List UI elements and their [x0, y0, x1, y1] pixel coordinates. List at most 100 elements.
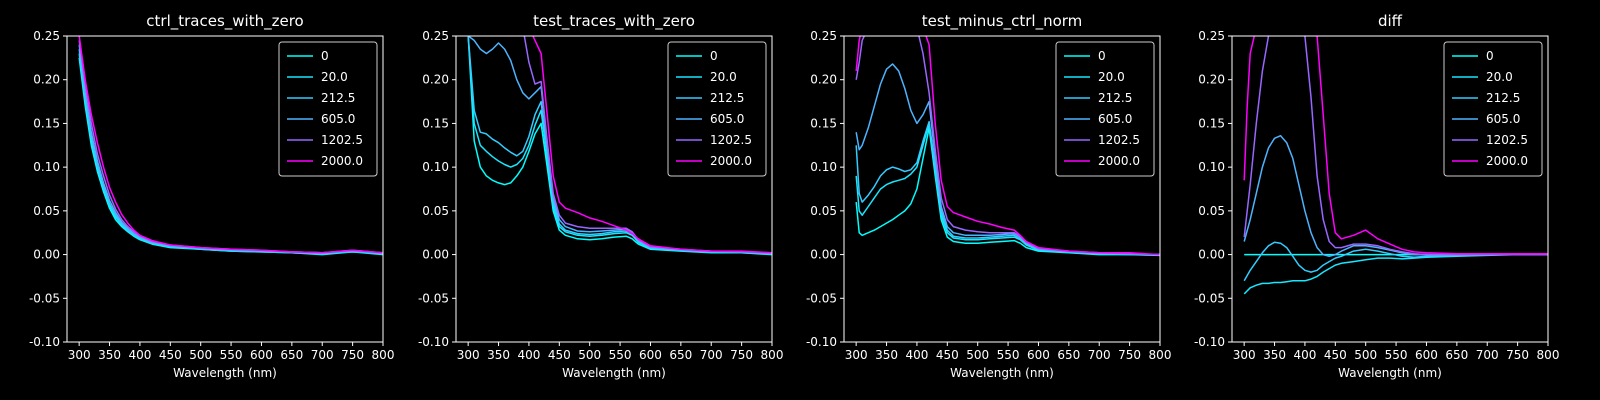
x-tick-label: 700: [1088, 348, 1111, 362]
y-tick-label: 0.00: [33, 248, 60, 262]
legend-label: 605.0: [1486, 112, 1520, 126]
series-line-20-0: [1243, 253, 1548, 295]
legend-label: 212.5: [710, 91, 744, 105]
x-tick-label: 600: [1415, 348, 1438, 362]
y-tick-label: 0.20: [1198, 73, 1225, 87]
series-line-1202-5: [1243, 36, 1548, 256]
series-line-2000-0: [855, 36, 1160, 256]
x-tick-label: 450: [548, 348, 571, 362]
series-line-2000-0: [78, 36, 383, 254]
y-tick-label: -0.10: [806, 335, 837, 349]
x-tick-label: 650: [1057, 348, 1080, 362]
axes-frame: [843, 35, 1161, 343]
x-tick-label: 550: [609, 348, 632, 362]
x-tick-label: 500: [189, 348, 212, 362]
y-tick-label: 0.05: [33, 204, 60, 218]
legend-label: 20.0: [1486, 70, 1513, 84]
y-tick-label: 0.20: [422, 73, 449, 87]
series-line-212-5: [1243, 241, 1548, 282]
x-tick-label: 500: [578, 348, 601, 362]
y-tick-label: 0.15: [422, 116, 449, 130]
y-tick-label: 0.00: [422, 248, 449, 262]
legend-label: 2000.0: [710, 154, 752, 168]
axes-frame: [66, 35, 384, 343]
legend-label: 0: [1098, 49, 1106, 63]
legend-label: 20.0: [1098, 70, 1125, 84]
x-tick-label: 650: [280, 348, 303, 362]
legend-label: 0: [710, 49, 718, 63]
y-tick-label: 0.15: [1198, 116, 1225, 130]
x-axis-label: Wavelength (nm): [562, 366, 666, 380]
plot-area: [1243, 36, 1548, 295]
y-tick-label: -0.05: [29, 291, 60, 305]
y-tick-label: -0.10: [29, 335, 60, 349]
legend-box: [278, 41, 378, 177]
y-tick-label: 0.10: [422, 160, 449, 174]
legend-box: [1055, 41, 1155, 177]
x-tick-label: 750: [1506, 348, 1529, 362]
x-tick-label: 450: [1324, 348, 1347, 362]
x-tick-label: 800: [761, 348, 784, 362]
legend-label: 1202.5: [321, 133, 363, 147]
x-tick-label: 700: [700, 348, 723, 362]
y-tick-label: -0.05: [806, 291, 837, 305]
subplot-title: test_traces_with_zero: [533, 12, 695, 31]
y-tick-label: -0.10: [418, 335, 449, 349]
y-tick-label: 0.05: [422, 204, 449, 218]
x-tick-label: 750: [341, 348, 364, 362]
y-tick-label: 0.20: [33, 73, 60, 87]
legend-label: 20.0: [710, 70, 737, 84]
x-tick-label: 600: [250, 348, 273, 362]
x-tick-label: 650: [669, 348, 692, 362]
x-tick-label: 350: [487, 348, 510, 362]
x-tick-label: 400: [128, 348, 151, 362]
x-tick-label: 350: [98, 348, 121, 362]
x-axis-label: Wavelength (nm): [950, 366, 1054, 380]
y-tick-label: 0.05: [810, 204, 837, 218]
legend-box: [1443, 41, 1543, 177]
series-line-605-0: [467, 36, 772, 255]
x-tick-label: 400: [1293, 348, 1316, 362]
y-tick-label: 0.25: [810, 29, 837, 43]
y-tick-label: 0.25: [1198, 29, 1225, 43]
legend-label: 605.0: [321, 112, 355, 126]
subplot-1: 300 350 400 450 500 550 600 650 700 750 800 -0.10 -0…: [29, 12, 395, 380]
x-tick-label: 400: [517, 348, 540, 362]
y-tick-label: 0.10: [810, 160, 837, 174]
x-tick-label: 450: [159, 348, 182, 362]
y-tick-label: 0.10: [1198, 160, 1225, 174]
legend: 0 20.0 212.5 605.0 1202.5 2000.0: [667, 41, 767, 177]
y-tick-label: 0.00: [810, 248, 837, 262]
x-tick-label: 800: [1537, 348, 1560, 362]
legend-label: 605.0: [710, 112, 744, 126]
series-line-605-0: [855, 63, 1160, 256]
x-tick-label: 650: [1445, 348, 1468, 362]
subplot-4: 300 350 400 450 500 550 600 650 700 750 800 -0.10 -0…: [1194, 12, 1560, 380]
x-tick-label: 300: [1233, 348, 1256, 362]
y-tick-label: 0.15: [810, 116, 837, 130]
x-tick-label: 450: [936, 348, 959, 362]
legend-label: 212.5: [321, 91, 355, 105]
y-tick-label: 0.15: [33, 116, 60, 130]
plot-area: [467, 36, 772, 256]
series-line-2000-0: [1243, 36, 1548, 255]
legend-box: [667, 41, 767, 177]
legend-label: 1202.5: [710, 133, 752, 147]
series-line-2000-0: [532, 36, 772, 254]
x-tick-label: 800: [372, 348, 395, 362]
legend-label: 2000.0: [1486, 154, 1528, 168]
x-tick-label: 300: [68, 348, 91, 362]
x-tick-label: 500: [966, 348, 989, 362]
plot-area: [78, 36, 383, 256]
legend-label: 1202.5: [1486, 133, 1528, 147]
subplot-2: 300 350 400 450 500 550 600 650 700 750 800 -0.10 -0…: [418, 12, 784, 380]
x-tick-label: 700: [311, 348, 334, 362]
y-tick-label: -0.05: [418, 291, 449, 305]
x-tick-label: 600: [639, 348, 662, 362]
legend: 0 20.0 212.5 605.0 1202.5 2000.0: [1055, 41, 1155, 177]
legend-label: 2000.0: [321, 154, 363, 168]
y-tick-label: 0.10: [33, 160, 60, 174]
y-tick-label: 0.00: [1198, 248, 1225, 262]
legend-label: 20.0: [321, 70, 348, 84]
y-tick-label: -0.05: [1194, 291, 1225, 305]
